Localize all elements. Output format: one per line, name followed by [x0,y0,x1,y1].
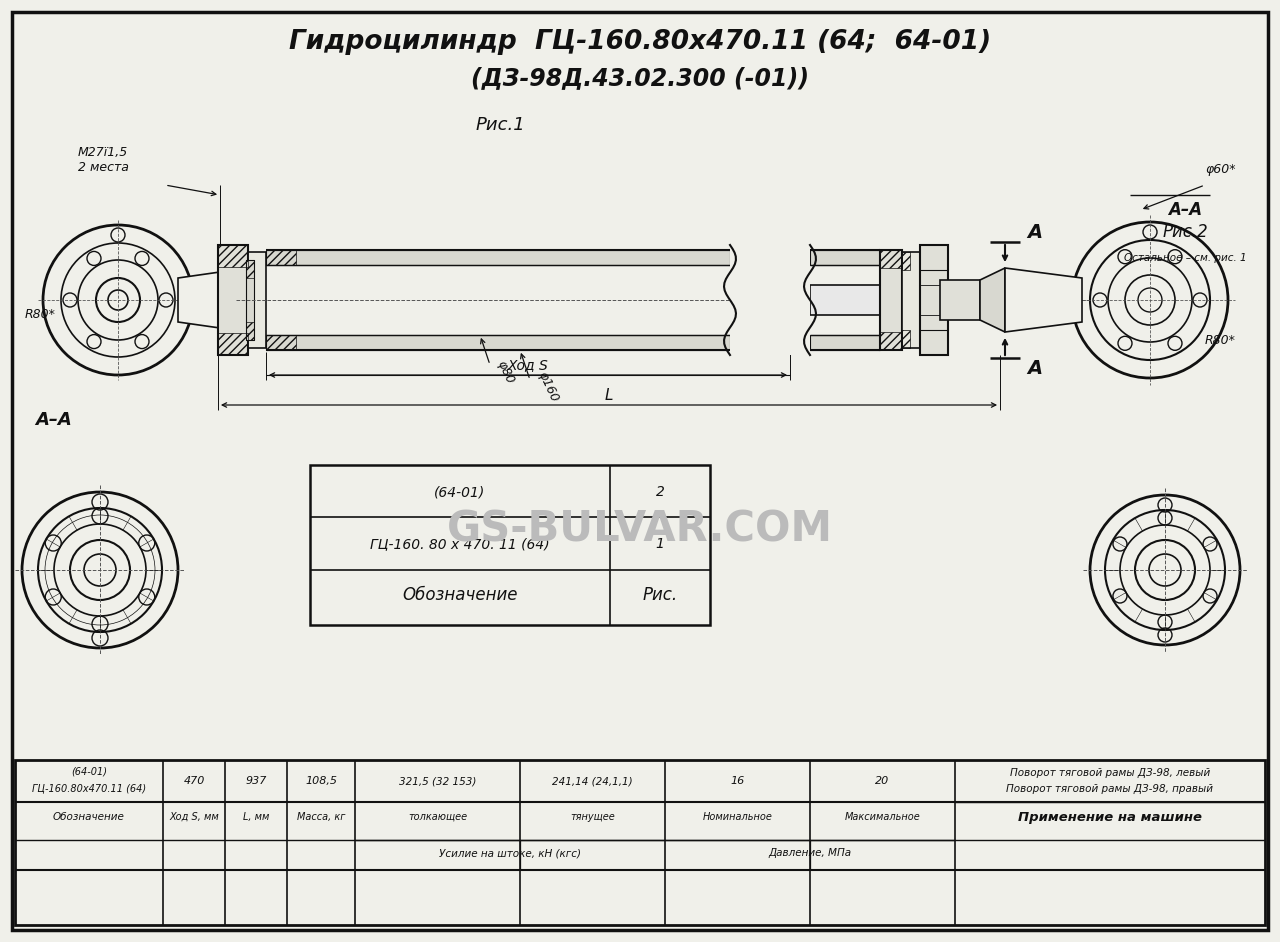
Bar [218,245,248,355]
Text: (64-01): (64-01) [434,485,485,499]
Text: φ80: φ80 [494,358,516,385]
Text: А: А [1027,222,1042,241]
Polygon shape [178,272,220,328]
Bar [218,245,248,267]
Bar [810,285,940,315]
Text: Ход S: Ход S [508,358,548,372]
Text: 108,5: 108,5 [305,776,337,786]
Text: Гидроцилиндр  ГЦ-160.80х470.11 (64;  64-01): Гидроцилиндр ГЦ-160.80х470.11 (64; 64-01… [289,29,991,55]
Text: L: L [604,387,613,402]
Text: 20: 20 [876,776,890,786]
Text: 937: 937 [246,776,266,786]
Polygon shape [980,268,1005,332]
Polygon shape [1005,268,1082,332]
Bar [902,330,910,348]
Bar [15,760,1265,925]
Text: А: А [1027,359,1042,378]
Bar [246,322,253,340]
Bar [730,245,810,355]
Bar [920,245,948,355]
Text: 1: 1 [655,537,664,551]
Bar [246,260,253,340]
Bar [810,250,881,265]
Text: тянущее: тянущее [570,812,614,822]
Text: L, мм: L, мм [243,812,269,822]
Text: Применение на машине: Применение на машине [1018,810,1202,823]
Bar [881,250,902,350]
Bar [266,335,296,350]
Text: Давление, МПа: Давление, МПа [768,848,851,858]
Bar [902,252,920,348]
Bar [902,252,910,270]
Text: Поворот тяговой рамы ДЗ-98, правый: Поворот тяговой рамы ДЗ-98, правый [1006,784,1213,794]
Text: Остальное – см. рис. 1: Остальное – см. рис. 1 [1124,253,1247,263]
Text: R80*: R80* [26,308,56,321]
Bar [248,252,266,348]
Text: Максимальное: Максимальное [845,812,920,822]
Bar [266,335,730,350]
Bar [310,465,710,625]
Text: 2: 2 [655,485,664,499]
Text: GS-BULVAR.COM: GS-BULVAR.COM [447,509,833,551]
Text: Масса, кг: Масса, кг [297,812,346,822]
Text: А–А: А–А [1167,201,1202,219]
Text: 321,5 (32 153): 321,5 (32 153) [399,776,476,786]
Text: R80*: R80* [1204,333,1236,347]
Text: Ход S, мм: Ход S, мм [169,812,219,822]
Text: φ160: φ160 [535,369,561,404]
Bar [266,250,730,265]
Bar [246,260,253,278]
Text: 16: 16 [731,776,745,786]
Text: Рис.: Рис. [643,586,677,604]
Text: Усилие на штоке, кН (кгс): Усилие на штоке, кН (кгс) [439,848,581,858]
Text: ГЦ-160.80х470.11 (64): ГЦ-160.80х470.11 (64) [32,783,146,793]
Bar [266,250,296,265]
Bar [218,333,248,355]
Bar [940,280,980,320]
Text: 241,14 (24,1,1): 241,14 (24,1,1) [552,776,632,786]
Text: А–А: А–А [35,411,72,429]
Text: (ДЗ-98Д.43.02.300 (-01)): (ДЗ-98Д.43.02.300 (-01)) [471,66,809,90]
Text: 470: 470 [183,776,205,786]
Text: Обозначение: Обозначение [402,586,517,604]
Bar [881,332,902,350]
Text: Обозначение: Обозначение [52,812,125,822]
Text: Рис.1: Рис.1 [475,116,525,134]
Text: Поворот тяговой рамы ДЗ-98, левый: Поворот тяговой рамы ДЗ-98, левый [1010,768,1210,778]
Text: M27ї1,5
2 места: M27ї1,5 2 места [78,146,129,174]
Text: толкающее: толкающее [408,812,467,822]
Bar [810,335,881,350]
Text: ГЦ-160. 80 х 470. 11 (64): ГЦ-160. 80 х 470. 11 (64) [370,537,550,551]
Text: φ60*: φ60* [1204,164,1235,176]
Text: Рис.2: Рис.2 [1162,223,1208,241]
Text: (64-01): (64-01) [70,767,108,777]
Bar [881,250,902,268]
Text: Номинальное: Номинальное [703,812,772,822]
